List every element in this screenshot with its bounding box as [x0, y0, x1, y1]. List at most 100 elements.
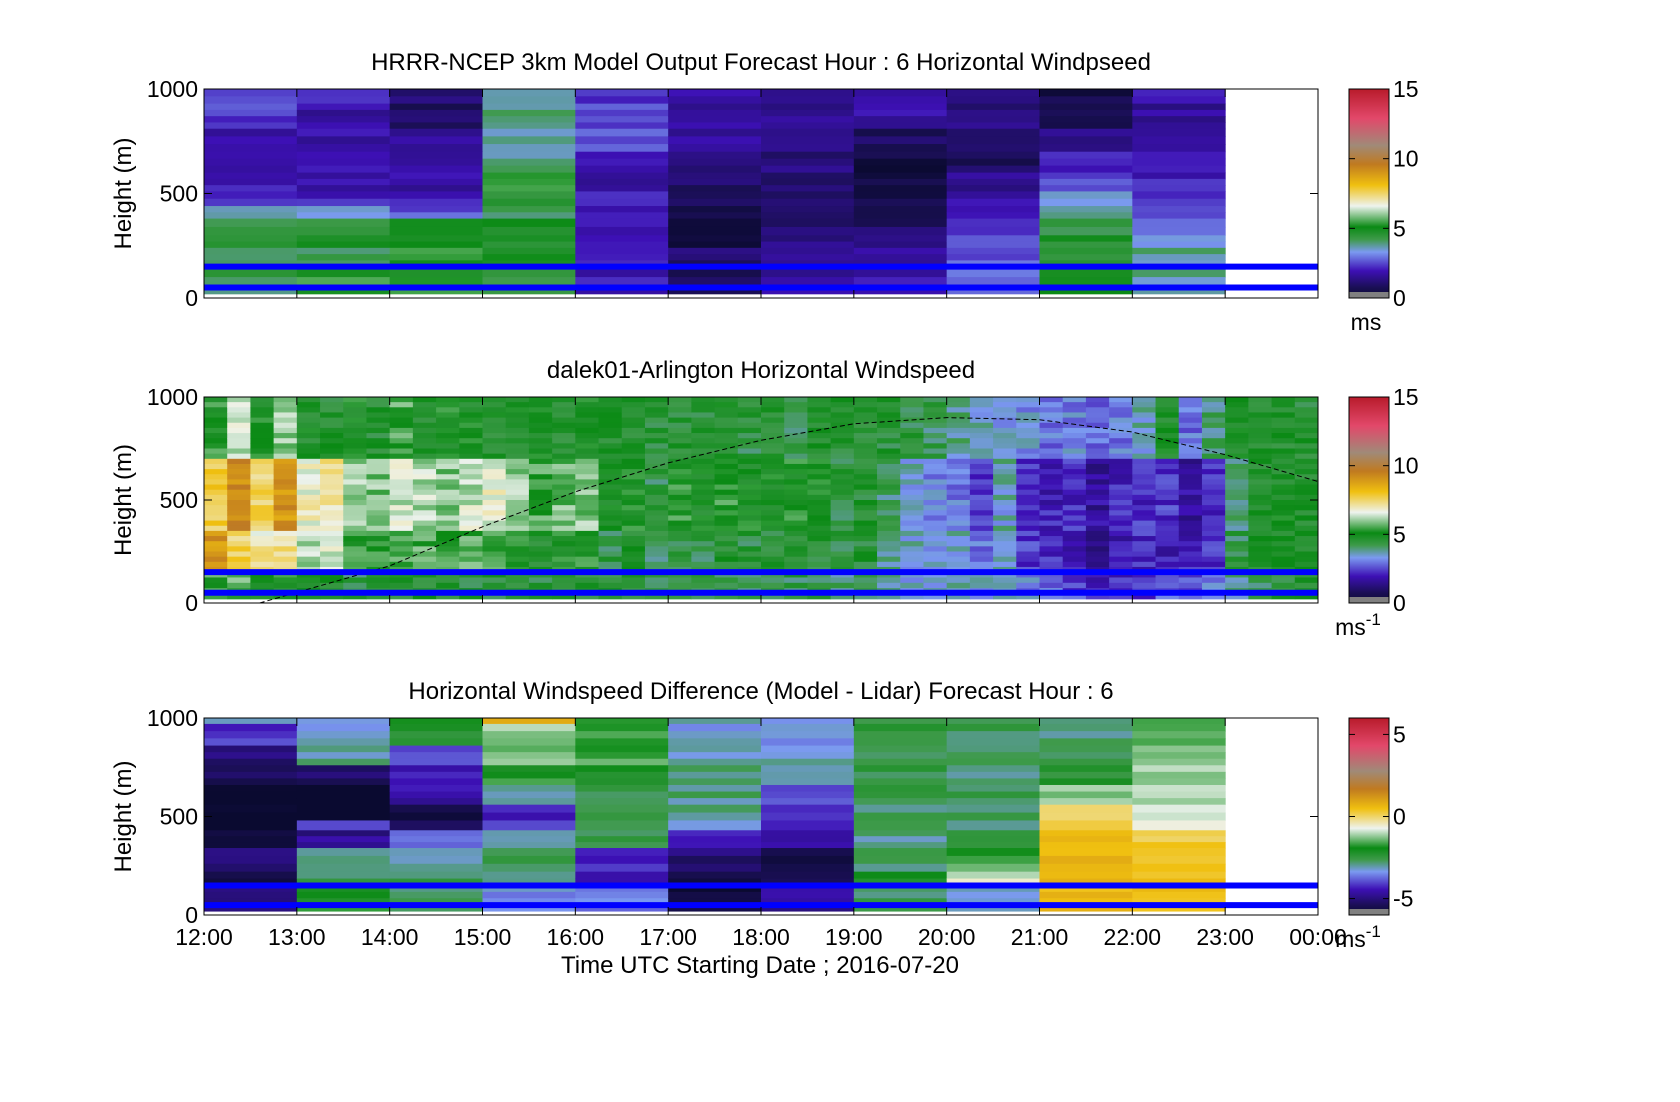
heatmap-cell: [389, 836, 483, 843]
heatmap-cell: [946, 878, 1040, 886]
heatmap-cell: [320, 489, 344, 496]
heatmap-cell: [366, 515, 391, 522]
heatmap-cell: [1155, 593, 1180, 600]
heatmap-cell: [946, 871, 1040, 880]
heatmap-cell: [993, 433, 1017, 439]
heatmap-cell: [1248, 397, 1273, 403]
heatmap-cell: [1109, 463, 1133, 470]
heatmap-cell: [1178, 494, 1203, 501]
heatmap-cell: [853, 842, 948, 849]
heatmap-cell: [505, 525, 530, 532]
heatmap-cell: [1178, 463, 1203, 470]
heatmap-cell: [482, 500, 507, 506]
heatmap-cell: [389, 241, 483, 249]
heatmap-cell: [412, 402, 437, 408]
heatmap-cell: [1248, 458, 1273, 465]
heatmap-cell: [1085, 556, 1110, 563]
heatmap-cell: [946, 206, 1040, 213]
heatmap-cell: [668, 151, 762, 160]
heatmap-cell: [1178, 500, 1203, 506]
heatmap-cell: [296, 479, 321, 486]
heatmap-cell: [1016, 479, 1040, 486]
heatmap-cell: [946, 842, 1040, 849]
heatmap-cell: [993, 448, 1017, 455]
heatmap-cell: [482, 536, 507, 542]
heatmap-cell: [1178, 577, 1203, 584]
heatmap-cell: [1225, 438, 1249, 444]
heatmap-cell: [389, 412, 414, 419]
heatmap-cell: [598, 500, 623, 506]
heatmap-cell: [552, 520, 576, 527]
heatmap-cell: [1132, 500, 1157, 506]
heatmap-cell: [204, 443, 228, 449]
heatmap-cell: [1062, 541, 1087, 547]
heatmap-cell: [1085, 546, 1110, 552]
heatmap-cell: [482, 745, 576, 753]
heatmap-cell: [691, 582, 716, 589]
heatmap-cell: [552, 422, 576, 429]
heatmap-cell: [1109, 479, 1133, 486]
heatmap-cell: [482, 185, 576, 192]
heatmap-cell: [1039, 820, 1133, 831]
heatmap-cell: [1039, 247, 1133, 255]
heatmap-cell: [1132, 407, 1157, 413]
heatmap-cell: [1132, 898, 1226, 906]
heatmap-cell: [1132, 494, 1157, 501]
heatmap-cell: [1294, 469, 1319, 475]
heatmap-cell: [389, 198, 483, 207]
heatmap-cell: [273, 525, 298, 532]
heatmap-cell: [923, 505, 948, 511]
heatmap-cell: [204, 738, 298, 747]
heatmap-cell: [412, 541, 437, 547]
heatmap-cell: [1039, 758, 1133, 766]
heatmap-cell: [204, 525, 228, 532]
heatmap-cell: [296, 397, 321, 403]
colorbar-unit: ms: [1351, 309, 1382, 335]
heatmap-cell: [296, 855, 391, 865]
heatmap-cell: [482, 463, 507, 470]
heatmap-cell: [296, 848, 391, 857]
heatmap-cell: [714, 541, 739, 547]
heatmap-cell: [946, 494, 971, 501]
heatmap-cell: [1178, 556, 1203, 563]
heatmap-cell: [1039, 791, 1133, 799]
heatmap-cell: [575, 247, 669, 255]
heatmap-cell: [993, 556, 1017, 563]
heatmap-cell: [343, 577, 367, 584]
heatmap-cell: [923, 427, 948, 434]
heatmap-cell: [1085, 433, 1110, 439]
heatmap-cell: [1039, 484, 1064, 491]
heatmap-cell: [737, 453, 762, 460]
heatmap-cell: [923, 422, 948, 429]
heatmap-cell: [204, 820, 298, 831]
heatmap-cell: [296, 407, 321, 413]
heatmap-cell: [1294, 443, 1319, 449]
heatmap-cell: [1132, 185, 1226, 192]
heatmap-cell: [389, 151, 483, 160]
heatmap-cell: [1225, 407, 1249, 413]
heatmap-cell: [1085, 397, 1110, 403]
heatmap-cell: [1178, 402, 1203, 408]
heatmap-cell: [1039, 489, 1064, 496]
heatmap-cell: [505, 448, 530, 455]
heatmap-cell: [204, 218, 298, 228]
heatmap-cell: [853, 109, 948, 117]
heatmap-cell: [853, 546, 878, 552]
heatmap-cell: [853, 479, 878, 486]
heatmap-cell: [366, 530, 391, 537]
heatmap-cell: [296, 158, 391, 167]
heatmap-cell: [946, 515, 971, 522]
heatmap-cell: [482, 144, 576, 153]
heatmap-cell: [389, 812, 483, 821]
heatmap-cell: [644, 577, 669, 584]
heatmap-cell: [528, 577, 553, 584]
heatmap-cell: [1271, 515, 1296, 522]
heatmap-cell: [761, 791, 855, 799]
heatmap-cell: [830, 556, 855, 563]
heatmap-cell: [946, 546, 971, 552]
heatmap-cell: [853, 438, 878, 444]
heatmap-cell: [552, 561, 576, 568]
heatmap-cell: [1248, 551, 1273, 558]
heatmap-cell: [1201, 427, 1226, 434]
heatmap-cell: [830, 443, 855, 449]
